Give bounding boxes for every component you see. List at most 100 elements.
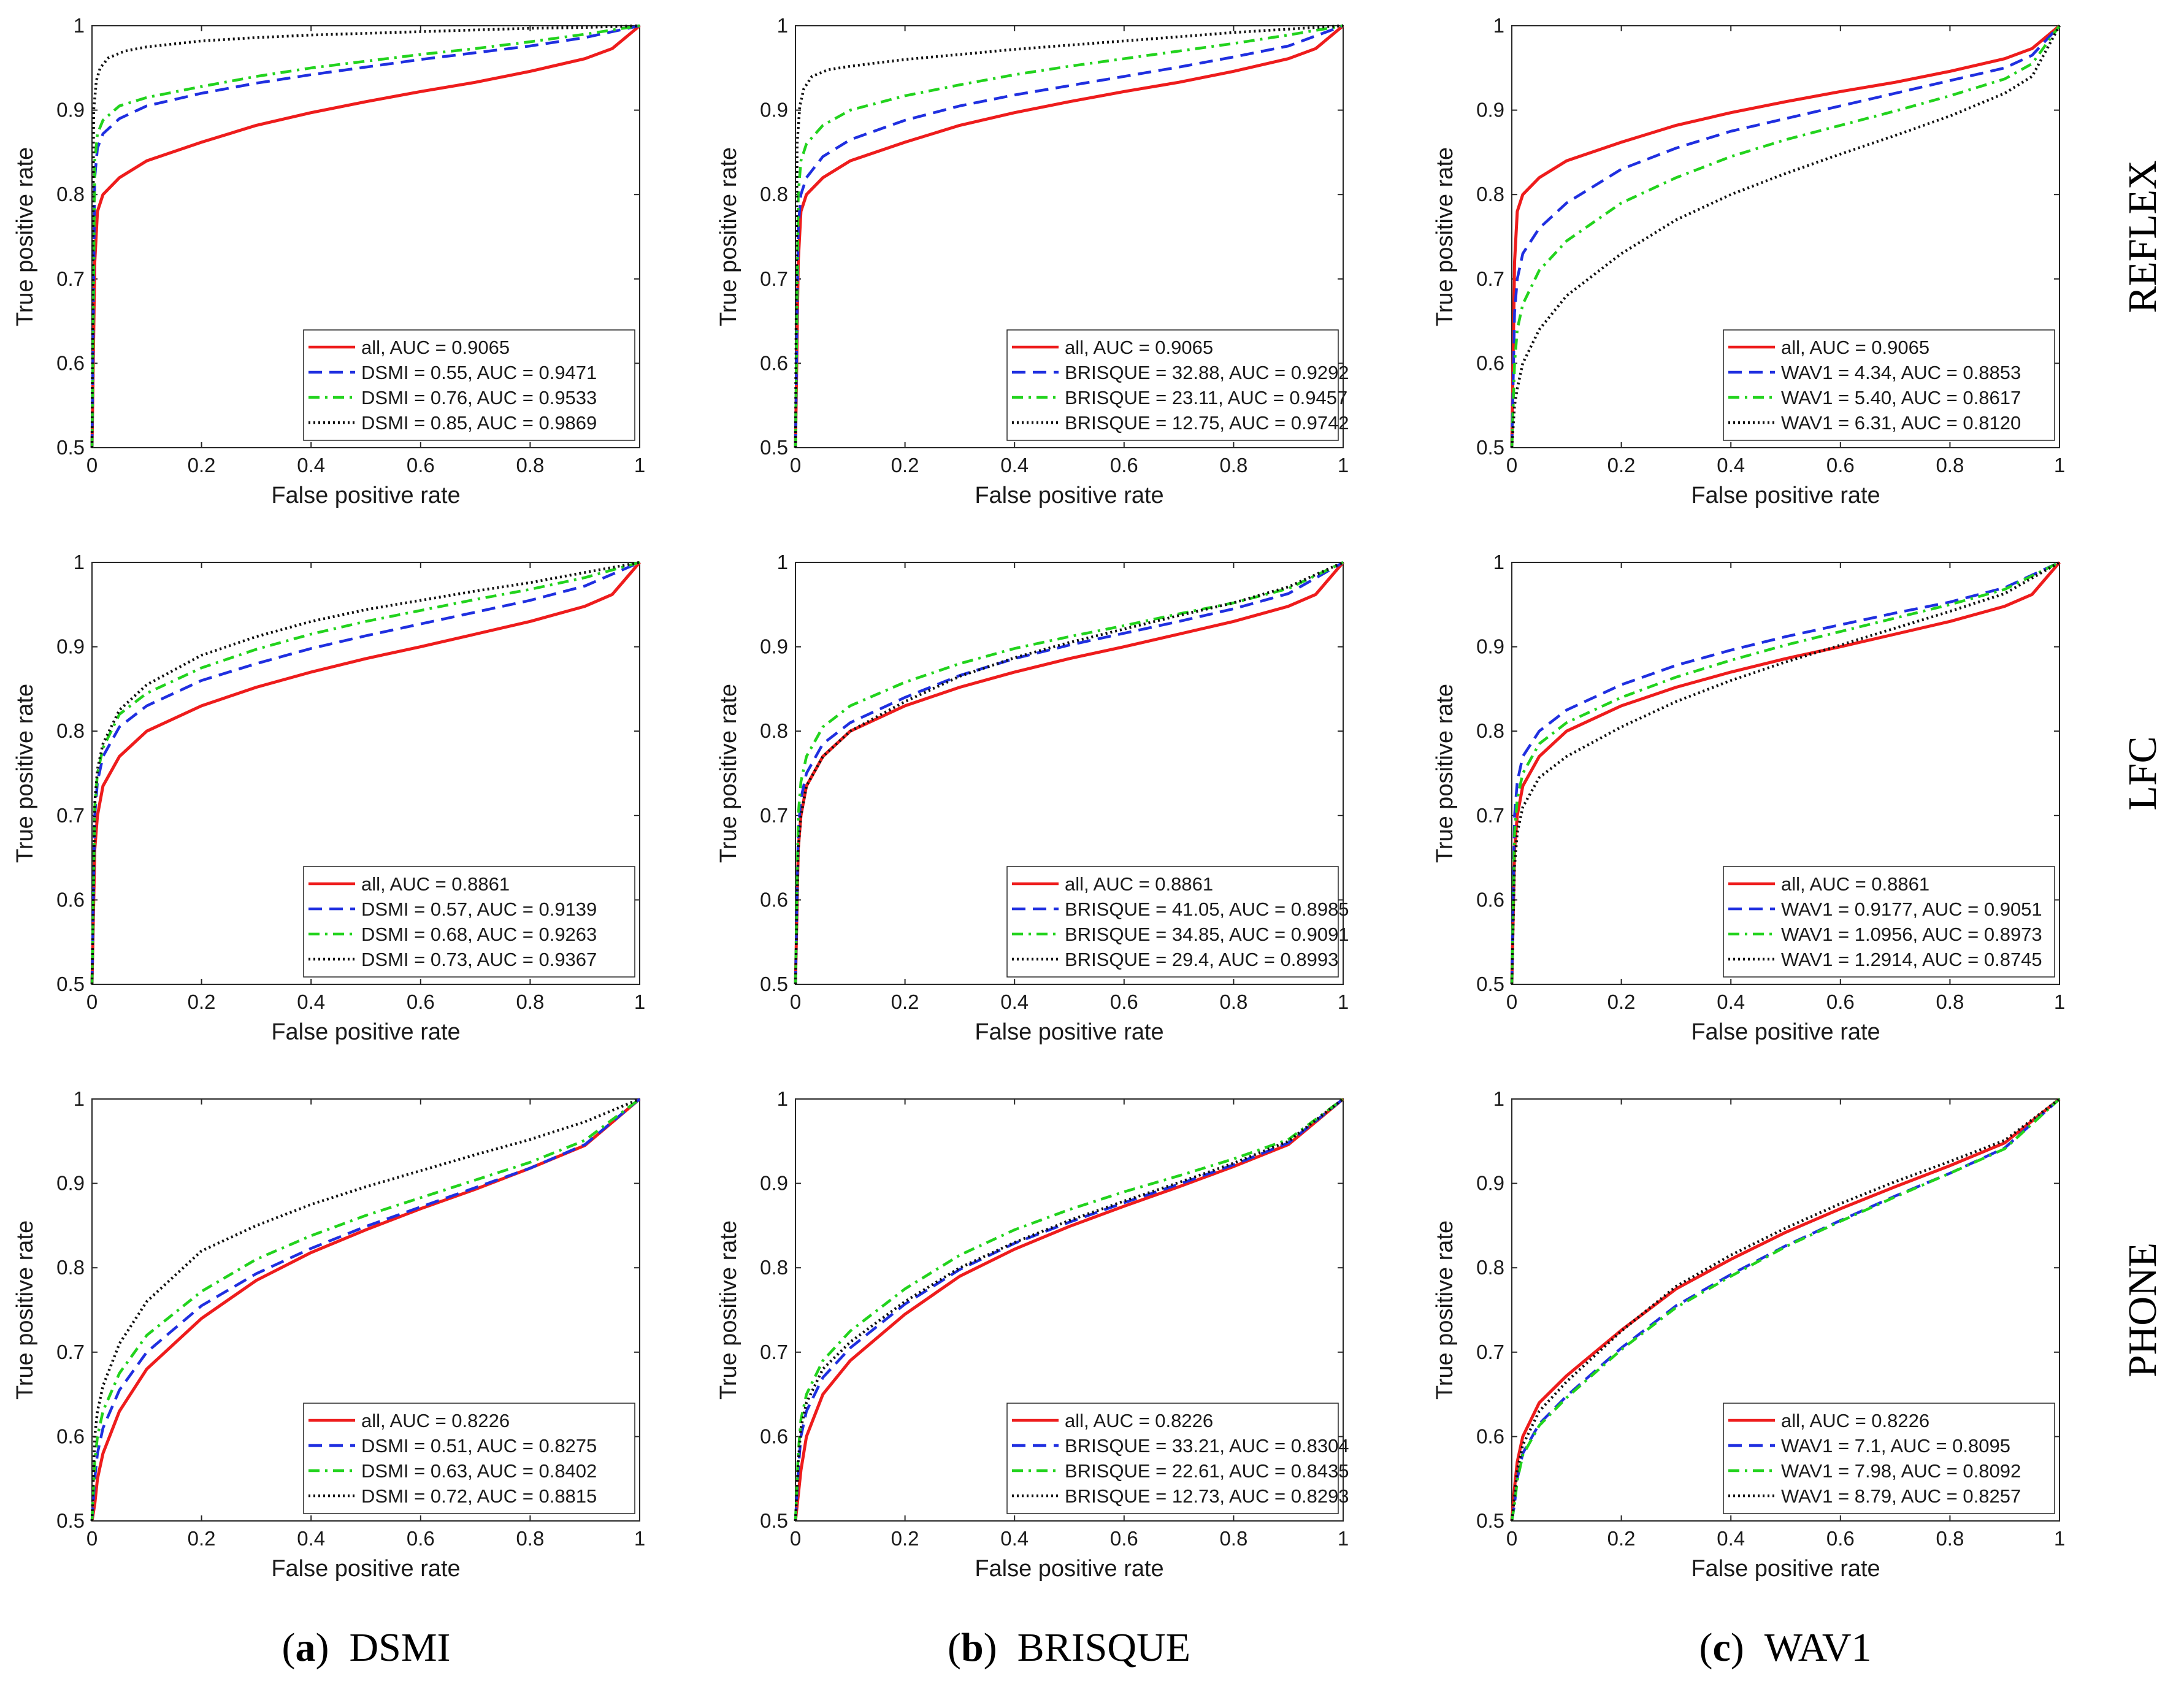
series-line-1 [794, 561, 1344, 985]
x-tick-label: 1 [1338, 454, 1349, 477]
x-tick-label: 0.4 [1000, 990, 1029, 1013]
y-tick-label: 0.8 [760, 719, 788, 742]
x-axis-label: False positive rate [1691, 1556, 1880, 1582]
y-tick-label: 1 [1493, 14, 1504, 37]
chart-reflex-brisque: 0 0.2 0.4 0.6 0.8 1 0.5 0.6 0.7 0.8 0.9 1 False posi… [716, 14, 1349, 508]
y-tick-label: 0.7 [1476, 1341, 1504, 1363]
y-tick-label: 0.5 [56, 1509, 85, 1532]
y-axis-label: True positive rate [716, 147, 741, 326]
x-tick-label: 0.6 [407, 454, 435, 477]
legend-box [1723, 1403, 2055, 1514]
legend-label: WAV1 = 8.79, AUC = 0.8257 [1781, 1485, 2021, 1507]
legend-label: WAV1 = 6.31, AUC = 0.8120 [1781, 412, 2021, 434]
x-tick-label: 0.2 [1607, 1527, 1636, 1550]
y-tick-label: 0.6 [56, 351, 85, 374]
y-tick-label: 0.7 [1476, 804, 1504, 827]
x-tick-label: 0.8 [1936, 454, 1964, 477]
y-tick-label: 0.6 [760, 888, 788, 911]
x-tick-label: 0.2 [891, 990, 919, 1013]
legend-label: WAV1 = 1.2914, AUC = 0.8745 [1781, 949, 2042, 970]
series-line-3 [1510, 25, 2061, 448]
y-tick-label: 1 [74, 14, 85, 37]
x-tick-label: 0.4 [1717, 1527, 1745, 1550]
caption-brisque: (b) BRISQUE [948, 1625, 1190, 1670]
y-tick-label: 0.5 [1476, 436, 1504, 459]
legend-label: all, AUC = 0.9065 [361, 337, 510, 358]
legend-label: BRISQUE = 12.75, AUC = 0.9742 [1065, 412, 1349, 434]
y-tick-label: 0.7 [760, 267, 788, 290]
x-tick-label: 0 [1506, 990, 1517, 1013]
x-tick-label: 0.2 [1607, 990, 1636, 1013]
series-line-4 [90, 1097, 640, 1522]
x-tick-label: 0.2 [188, 1527, 216, 1550]
chart-phone-wav1: 0 0.2 0.4 0.6 0.8 1 0.5 0.6 0.7 0.8 0.9 1 False posi… [1432, 1087, 2065, 1582]
y-tick-label: 0.5 [760, 436, 788, 459]
y-tick-label: 0.8 [1476, 183, 1504, 205]
y-tick-label: 0.6 [56, 1425, 85, 1447]
y-axis-label: True positive rate [1432, 684, 1458, 863]
y-tick-label: 0.8 [760, 183, 788, 205]
legend-box [1006, 329, 1339, 441]
x-tick-label: 0.8 [1219, 1527, 1247, 1550]
legend-label: all, AUC = 0.9065 [1065, 337, 1213, 358]
series-line-4 [90, 561, 640, 985]
series-line-4 [794, 561, 1344, 985]
series-line-4 [1510, 561, 2061, 985]
x-tick-label: 0 [86, 1527, 98, 1550]
legend-label: all, AUC = 0.8226 [361, 1410, 510, 1431]
legend-label: DSMI = 0.51, AUC = 0.8275 [361, 1435, 597, 1457]
y-tick-label: 1 [1493, 1087, 1504, 1110]
x-tick-label: 0.4 [297, 990, 325, 1013]
legend-label: DSMI = 0.55, AUC = 0.9471 [361, 362, 597, 383]
x-tick-label: 0.6 [1110, 1527, 1138, 1550]
series-line-1 [1510, 561, 2061, 985]
legend-label: BRISQUE = 33.21, AUC = 0.8304 [1065, 1435, 1349, 1457]
y-tick-label: 0.9 [56, 635, 85, 658]
legend-label: WAV1 = 1.0956, AUC = 0.8973 [1781, 924, 2042, 945]
y-tick-label: 0.9 [760, 99, 788, 121]
legend: all, AUC = 0.8226 BRISQUE = 33.21, AUC = … [1006, 1403, 1349, 1514]
y-axis-label: True positive rate [12, 147, 38, 326]
y-tick-label: 0.9 [56, 1172, 85, 1195]
legend-label: BRISQUE = 41.05, AUC = 0.8985 [1065, 898, 1349, 920]
row-label-lfc: LFC [2120, 736, 2165, 810]
x-axis-label: False positive rate [271, 483, 460, 508]
legend-label: DSMI = 0.68, AUC = 0.9263 [361, 924, 597, 945]
legend-label: all, AUC = 0.9065 [1781, 337, 1929, 358]
y-tick-label: 0.8 [56, 719, 85, 742]
x-tick-label: 0.4 [1717, 990, 1745, 1013]
legend-box [303, 866, 635, 978]
series-line-2 [794, 24, 1344, 448]
chart-phone-brisque: 0 0.2 0.4 0.6 0.8 1 0.5 0.6 0.7 0.8 0.9 1 False posi… [716, 1087, 1349, 1582]
x-tick-label: 0.4 [1000, 1527, 1029, 1550]
legend: all, AUC = 0.8861 DSMI = 0.57, AUC = 0.91… [303, 866, 635, 978]
y-tick-label: 0.8 [1476, 719, 1504, 742]
y-tick-label: 1 [74, 1087, 85, 1110]
y-tick-label: 0.7 [760, 1341, 788, 1363]
x-axis-label: False positive rate [975, 1019, 1163, 1045]
series-line-1 [794, 1098, 1344, 1522]
legend-label: BRISQUE = 22.61, AUC = 0.8435 [1065, 1460, 1349, 1482]
legend-label: DSMI = 0.85, AUC = 0.9869 [361, 412, 597, 434]
x-tick-label: 0.6 [1110, 990, 1138, 1013]
y-tick-label: 0.8 [56, 183, 85, 205]
x-tick-label: 0.6 [1826, 1527, 1855, 1550]
x-tick-label: 0.8 [516, 990, 544, 1013]
series-line-3 [90, 24, 640, 448]
legend-label: DSMI = 0.73, AUC = 0.9367 [361, 949, 597, 970]
series-line-1 [90, 561, 641, 985]
x-tick-label: 1 [1338, 990, 1349, 1013]
chart-lfc-dsmi: 0 0.2 0.4 0.6 0.8 1 0.5 0.6 0.7 0.8 0.9 1 False posi… [12, 551, 645, 1045]
x-tick-label: 1 [1338, 1527, 1349, 1550]
x-tick-label: 0 [86, 454, 98, 477]
y-tick-label: 0.7 [56, 267, 85, 290]
x-tick-label: 0.2 [188, 990, 216, 1013]
chart-lfc-wav1: 0 0.2 0.4 0.6 0.8 1 0.5 0.6 0.7 0.8 0.9 1 False posi… [1432, 551, 2065, 1045]
legend-label: WAV1 = 5.40, AUC = 0.8617 [1781, 387, 2021, 408]
y-tick-label: 0.8 [1476, 1256, 1504, 1279]
series-line-2 [90, 24, 640, 448]
y-tick-label: 0.5 [1476, 1509, 1504, 1532]
x-axis-label: False positive rate [271, 1019, 460, 1045]
y-tick-label: 0.7 [56, 1341, 85, 1363]
